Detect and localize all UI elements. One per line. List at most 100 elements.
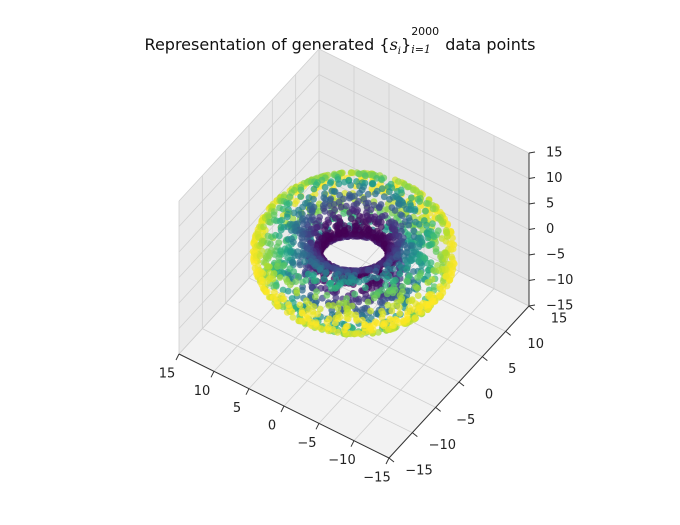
x-tick-label: 5 — [233, 401, 241, 416]
scatter-point — [267, 240, 274, 248]
scatter-point — [334, 304, 342, 312]
scatter-point — [386, 196, 393, 203]
scatter-point — [396, 310, 404, 317]
scatter-point — [354, 206, 361, 214]
x-tick-label: 10 — [194, 384, 211, 399]
z-tick — [528, 304, 536, 307]
scatter-point — [312, 293, 319, 301]
y-tick — [528, 305, 535, 311]
z-tick-label: 15 — [546, 146, 563, 161]
scatter-point — [290, 238, 297, 246]
scatter-point — [316, 305, 324, 313]
x-tick-label: 0 — [268, 419, 276, 434]
scatter-point — [349, 279, 356, 287]
scatter-point — [377, 223, 385, 231]
scatter-point — [424, 292, 432, 300]
scatter-point — [341, 178, 348, 186]
grid-line — [178, 74, 320, 227]
scatter-point — [274, 262, 281, 270]
scatter-point — [368, 180, 376, 188]
scatter-point — [347, 169, 355, 176]
scatter-point — [289, 215, 297, 223]
scatter-point — [321, 207, 329, 215]
grid-line — [178, 48, 320, 202]
scatter-point — [312, 277, 320, 284]
scatter-point — [348, 215, 355, 223]
scatter-point — [312, 319, 320, 326]
scatter-point — [383, 290, 391, 298]
scatter-point — [332, 223, 340, 230]
scatter-point — [320, 275, 328, 283]
scatter-point — [270, 211, 278, 219]
scatter-point — [375, 204, 383, 212]
scatter-point — [265, 263, 273, 270]
scatter-point — [396, 270, 404, 278]
y-tick — [505, 330, 511, 336]
scatter-point — [303, 311, 311, 318]
z-tick — [528, 228, 536, 230]
scatter-point — [371, 294, 378, 302]
scatter-point — [280, 295, 288, 303]
scatter-point — [426, 241, 433, 249]
scatter-point — [263, 288, 271, 295]
scatter-point — [329, 302, 337, 309]
scatter-point — [415, 257, 423, 265]
scatter-point — [298, 286, 306, 294]
scatter-point — [410, 227, 418, 235]
z-tick-label: 0 — [546, 222, 554, 237]
scatter-point — [372, 318, 379, 326]
scatter-point — [348, 302, 356, 310]
scatter-point — [382, 319, 390, 327]
scatter-point — [324, 323, 332, 331]
scatter-point — [258, 276, 266, 284]
scatter-point — [331, 188, 339, 196]
scatter-point — [386, 315, 394, 323]
scatter-point — [297, 193, 305, 201]
scatter-point — [325, 202, 333, 210]
scatter-point — [364, 298, 372, 306]
chart-title: Representation of generated {si} 2000 i=1 d… — [0, 25, 680, 57]
scatter-point — [404, 278, 411, 285]
scatter-point — [429, 220, 436, 228]
tick-labels: −15 −15−15−10−10−10−5−5−50005551010101515… — [159, 146, 574, 486]
z-tick-label: −5 — [546, 248, 565, 263]
data-points — [249, 169, 458, 338]
scatter-point — [411, 207, 419, 215]
scatter-point — [330, 201, 338, 208]
scatter-point — [410, 268, 417, 275]
scatter-point — [334, 328, 341, 336]
scatter-point — [372, 267, 380, 275]
scatter-point — [283, 213, 291, 221]
x-tick-label: −5 — [297, 436, 316, 451]
scatter-point — [424, 279, 432, 286]
scatter-point — [399, 283, 406, 291]
title-sup: 2000 — [411, 25, 440, 38]
scatter-point — [398, 212, 406, 220]
y-tick-label: −10 — [429, 438, 456, 453]
scatter-point — [356, 189, 363, 197]
scatter-point — [292, 278, 300, 285]
z-tick — [528, 151, 536, 154]
scatter-point — [403, 266, 411, 273]
scatter-point — [276, 217, 284, 225]
scatter-point — [275, 232, 283, 240]
z-tick — [528, 253, 536, 256]
scatter-point — [385, 188, 393, 196]
scatter-point — [285, 301, 292, 308]
scatter-point — [301, 258, 309, 266]
scatter-point — [270, 283, 278, 291]
scatter-point — [291, 200, 299, 208]
grid-line — [318, 74, 530, 179]
y-tick-label: 15 — [551, 312, 568, 327]
scatter-point — [372, 190, 379, 198]
scatter-point — [389, 289, 397, 297]
scatter-point — [298, 307, 306, 315]
y-tick — [412, 432, 418, 438]
grid-line — [318, 48, 530, 154]
scatter-point — [370, 201, 378, 209]
scatter-point — [442, 273, 450, 280]
scatter-point — [430, 267, 438, 274]
scatter-point — [289, 314, 297, 321]
scatter-point — [335, 180, 343, 188]
scatter-point — [411, 314, 419, 322]
